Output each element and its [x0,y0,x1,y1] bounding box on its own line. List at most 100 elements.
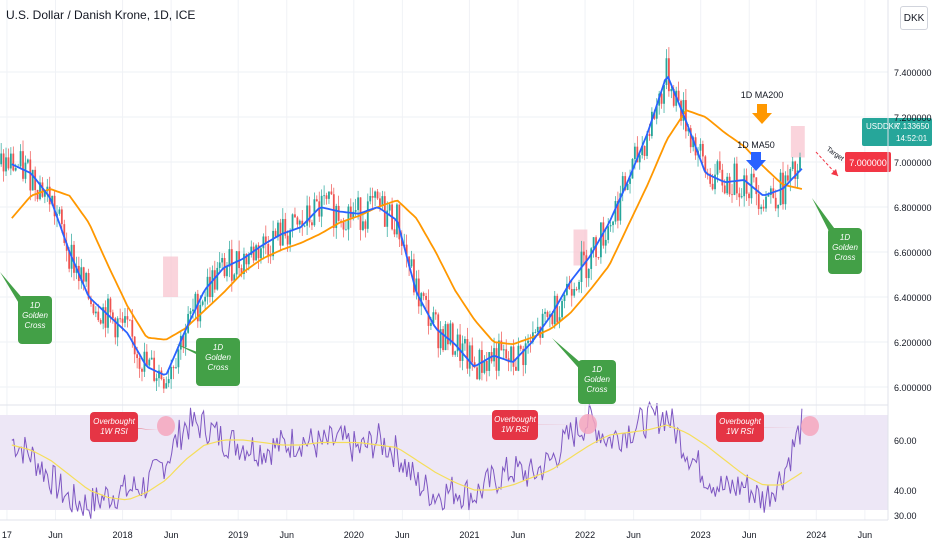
candle-body [209,276,211,298]
candle-body [281,218,284,246]
candle-body [267,243,270,256]
candle-body [439,329,442,349]
target-arrowhead [831,169,838,176]
candle-body [410,259,413,267]
x-tick-label: Jun [279,530,294,540]
candle-body [760,206,763,209]
candle-body [274,230,277,237]
y-tick-label: 7.000000 [894,158,932,168]
candle-body [684,100,687,132]
candle-body [296,217,299,225]
candle-body [31,169,34,191]
candle-body [111,312,114,319]
target-tag-box [845,152,891,172]
candle-body [585,255,588,279]
candle-body [689,128,692,148]
candle-body [99,320,102,324]
callout-text: 1W RSI [100,427,128,436]
candle-body [777,204,780,209]
candle-body [29,159,32,191]
candle-body [102,307,105,324]
candle-body [379,198,381,206]
candle-body [250,246,253,255]
candle-body [243,253,245,274]
x-tick-label: Jun [48,530,63,540]
candle-body [68,250,71,269]
candle-body [82,267,85,282]
candle-body [515,366,517,371]
y-tick-label: 7.200000 [894,113,932,123]
candle-body [570,288,573,296]
candle-body [48,186,51,205]
overbought-zone [790,126,805,158]
x-tick-label: 2019 [228,530,248,540]
candle-body [216,267,219,290]
candle-body [699,144,702,151]
candle-body [752,173,755,178]
candle-body [667,58,670,92]
candle-body [745,175,748,194]
candle-body [386,210,389,227]
candle-body [257,245,260,259]
candle-body [277,222,279,237]
candle-body [561,301,563,318]
candle-body [417,278,420,307]
y-tick-label: 6.000000 [894,383,932,393]
candle-body [347,206,350,230]
candle-body [592,237,595,249]
candle-body [43,191,46,197]
candle-body [308,205,311,223]
overbought-marker [157,416,175,436]
candle-body [158,370,160,379]
candle-body [311,222,313,226]
candle-body [172,367,175,369]
candle-body [145,351,148,366]
candle-body [728,176,731,195]
candle-body [672,88,675,106]
candle-body [301,220,304,227]
candle-body [587,268,590,279]
candle-body [63,224,66,243]
candle-body [26,159,29,163]
candles [0,47,801,394]
candle-body [517,345,520,371]
currency-button[interactable]: DKK [900,6,928,30]
candle-body [41,182,44,197]
callout-text: Golden [584,375,610,384]
candle-body [408,256,410,267]
candle-body [794,161,797,179]
x-tick-label: Jun [511,530,526,540]
candle-body [291,214,294,231]
target-label: Target [825,146,845,163]
candle-body [590,248,593,269]
callout-text: 1W RSI [501,425,529,434]
candle-body [413,259,415,293]
candle-body [578,281,580,290]
callout-box [492,410,538,440]
x-tick-label: 2022 [575,530,595,540]
candle-body [335,205,338,229]
rsi-tick-label: 40.00 [894,486,917,496]
candle-body [488,352,491,371]
ma200-label: 1D MA200 [741,90,784,100]
candle-body [774,197,777,209]
candle-body [748,193,750,199]
candle-body [422,293,425,296]
candle-body [735,163,738,194]
candle-body [641,145,644,156]
price-tag-box [862,117,932,146]
candle-body [473,362,476,368]
candle-body [430,323,432,326]
ma200-line [11,109,803,346]
ma200-arrow [752,104,772,124]
candle-body [320,195,323,217]
candle-body [36,189,39,200]
callout-text: Golden [832,243,858,252]
candle-body [264,236,267,244]
candle-body [762,206,765,209]
candle-body [427,299,430,326]
candle-body [177,349,180,368]
